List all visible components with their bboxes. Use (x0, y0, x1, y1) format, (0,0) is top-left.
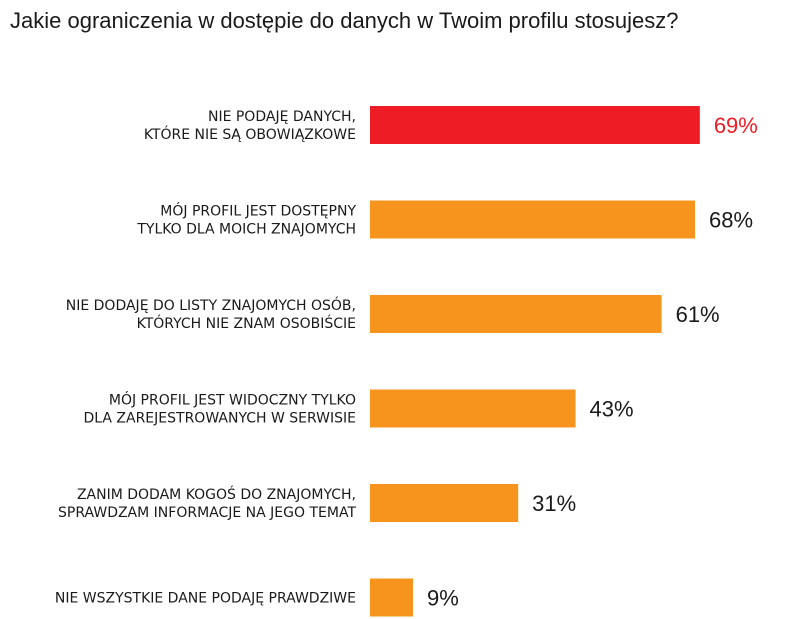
value-label: 43% (590, 397, 634, 422)
category-label-line: SPRAWDZAM INFORMACJE NA JEGO TEMAT (58, 505, 356, 521)
category-label-line: NIE PODAJĘ DANYCH, (208, 109, 356, 125)
category-label-line: ZANIM DODAM KOGOŚ DO ZNAJOMYCH, (77, 485, 356, 503)
category-label-line: MÓJ PROFIL JEST DOSTĘPNY (160, 202, 356, 220)
bar (370, 484, 519, 522)
category-label-line: NIE DODAJĘ DO LISTY ZNAJOMYCH OSÓB, (66, 296, 356, 314)
category-label-line: KTÓRYCH NIE ZNAM OSOBIŚCIE (137, 314, 356, 332)
category-label: MÓJ PROFIL JEST DOSTĘPNY TYLKO DLA MOICH … (136, 202, 356, 238)
bar (370, 578, 414, 617)
category-label-line: TYLKO DLA MOICH ZNAJOMYCH (136, 222, 356, 238)
category-label-line: MÓJ PROFIL JEST WIDOCZNY TYLKO (109, 391, 356, 409)
value-label: 61% (676, 302, 720, 327)
category-label-line: NIE WSZYSTKIE DANE PODAJĘ PRAWDZIWE (55, 591, 356, 607)
value-label: 31% (532, 491, 576, 516)
category-label-line: KTÓRE NIE SĄ OBOWIĄZKOWE (144, 125, 356, 143)
category-label: NIE PODAJĘ DANYCH, KTÓRE NIE SĄ OBOWIĄZKO… (144, 109, 356, 143)
bar (370, 200, 696, 239)
bar (370, 295, 662, 333)
category-label: ZANIM DODAM KOGOŚ DO ZNAJOMYCH, SPRAWDZAM… (58, 485, 356, 521)
category-label-line: DLA ZAREJESTROWANYCH W SERWISIE (83, 411, 356, 427)
value-label: 68% (709, 208, 753, 233)
bar (370, 106, 700, 144)
bar (370, 389, 576, 428)
category-label: NIE WSZYSTKIE DANE PODAJĘ PRAWDZIWE (55, 591, 356, 607)
chart-title: Jakie ograniczenia w dostępie do danych … (10, 8, 679, 33)
value-label: 69% (714, 113, 758, 138)
category-label: NIE DODAJĘ DO LISTY ZNAJOMYCH OSÓB, KTÓRY… (66, 296, 356, 332)
value-label: 9% (427, 586, 459, 611)
category-label: MÓJ PROFIL JEST WIDOCZNY TYLKO DLA ZAREJE… (83, 391, 356, 427)
